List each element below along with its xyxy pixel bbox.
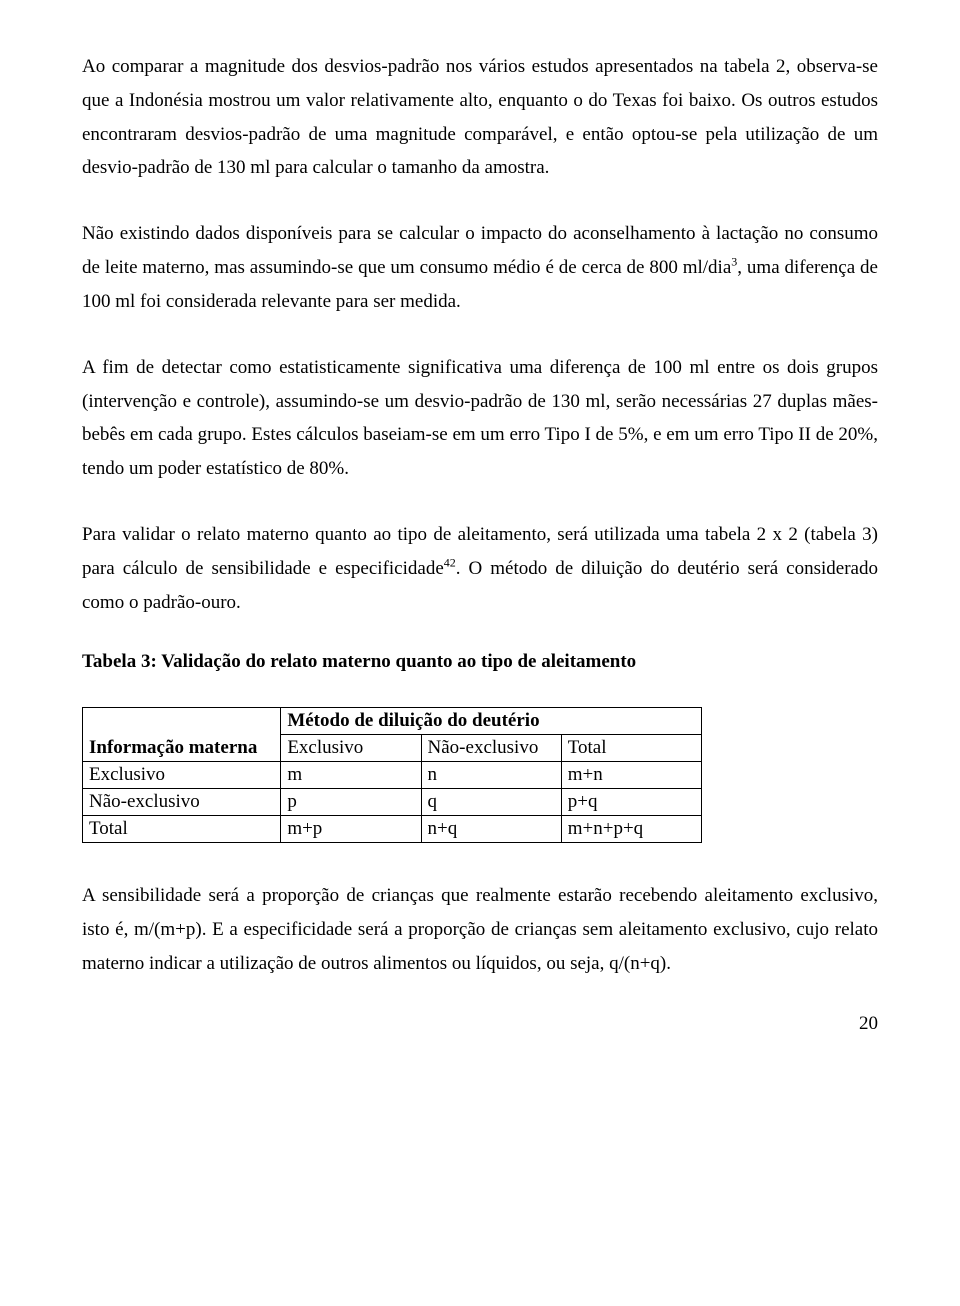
paragraph-5-text: A sensibilidade será a proporção de cria…: [82, 885, 878, 974]
table-cell: n: [421, 762, 561, 789]
paragraph-2: Não existindo dados disponíveis para se …: [82, 217, 878, 318]
paragraph-3-text: A fim de detectar como estatisticamente …: [82, 357, 878, 479]
paragraph-5: A sensibilidade será a proporção de cria…: [82, 879, 878, 980]
table-cell: m+p: [281, 816, 421, 843]
table-rowlabel: Total: [83, 816, 281, 843]
table-subcol-1: Não-exclusivo: [421, 735, 561, 762]
table-subcol-2: Total: [561, 735, 701, 762]
table-3-title: Tabela 3: Validação do relato materno qu…: [82, 651, 878, 673]
table-row: Exclusivo m n m+n: [83, 762, 702, 789]
table-cell: q: [421, 789, 561, 816]
page-number: 20: [82, 1013, 878, 1035]
table-cell: m: [281, 762, 421, 789]
table-3: Informação materna Método de diluição do…: [82, 707, 702, 843]
table-subcol-0: Exclusivo: [281, 735, 421, 762]
table-method-header: Método de diluição do deutério: [281, 708, 702, 735]
table-cell: m+n+p+q: [561, 816, 701, 843]
paragraph-4-superscript: 42: [444, 555, 456, 569]
paragraph-1-text: Ao comparar a magnitude dos desvios-padr…: [82, 56, 878, 178]
table-cell: m+n: [561, 762, 701, 789]
table-row: Não-exclusivo p q p+q: [83, 789, 702, 816]
table-row: Total m+p n+q m+n+p+q: [83, 816, 702, 843]
table-row: Informação materna Método de diluição do…: [83, 708, 702, 735]
table-cell: n+q: [421, 816, 561, 843]
table-cell: p: [281, 789, 421, 816]
table-rowlabel: Não-exclusivo: [83, 789, 281, 816]
paragraph-1: Ao comparar a magnitude dos desvios-padr…: [82, 50, 878, 185]
paragraph-4: Para validar o relato materno quanto ao …: [82, 518, 878, 619]
table-rowlabel: Exclusivo: [83, 762, 281, 789]
paragraph-3: A fim de detectar como estatisticamente …: [82, 351, 878, 486]
table-cell: p+q: [561, 789, 701, 816]
table-rowheader-col: Informação materna: [83, 708, 281, 762]
